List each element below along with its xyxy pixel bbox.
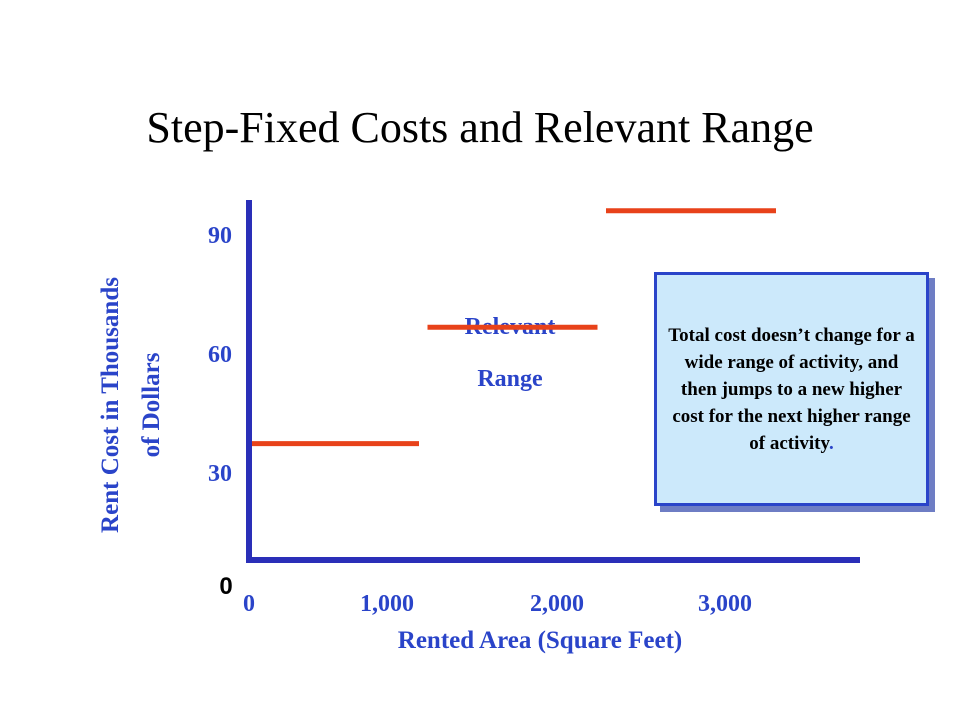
y-tick-label: 90	[208, 223, 232, 249]
slide-title: Step-Fixed Costs and Relevant Range	[146, 103, 813, 152]
x-tick-label: 3,000	[698, 591, 752, 617]
step-cost-series	[249, 208, 776, 447]
x-tick-labels: 0 1,000 2,000 3,000	[243, 591, 752, 617]
callout-body: Total cost doesn’t change for a wide ran…	[668, 324, 915, 454]
y-tick-labels: 90 60 30	[208, 223, 232, 487]
x-tick-label: 1,000	[360, 591, 414, 617]
y-tick-label: 60	[208, 342, 232, 368]
callout-period: .	[828, 432, 834, 454]
y-axis-label-line-1: Rent Cost in Thousands	[97, 277, 124, 533]
callout-box: Total cost doesn’t change for a wide ran…	[654, 272, 929, 506]
x-tick-label: 0	[243, 591, 255, 617]
y-tick-label: 30	[208, 461, 232, 487]
y-axis-label: Rent Cost in Thousands of Dollars	[97, 277, 165, 533]
y-axis-label-line-2: of Dollars	[138, 352, 165, 457]
x-tick-label: 2,000	[530, 591, 584, 617]
callout-text: Total cost doesn’t change for a wide ran…	[667, 322, 916, 457]
x-axis-label: Rented Area (Square Feet)	[398, 627, 682, 654]
origin-label: 0	[219, 573, 232, 600]
relevant-range-label-line-2: Range	[477, 366, 543, 392]
